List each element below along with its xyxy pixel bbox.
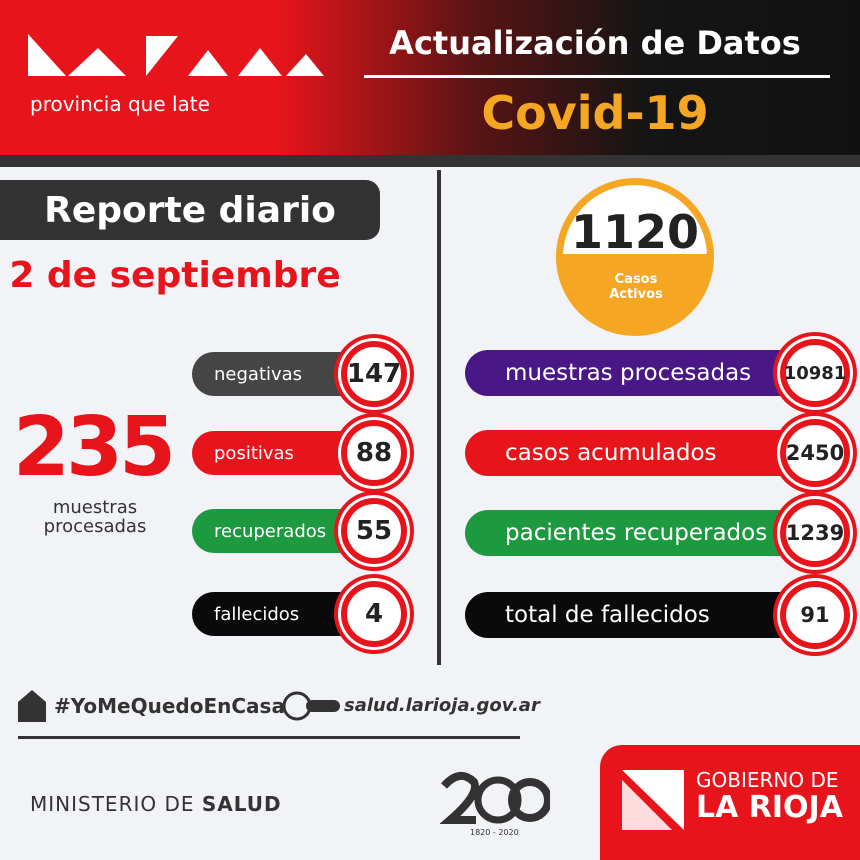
anniversary-logo	[440, 772, 550, 824]
report-label: Reporte diario	[0, 180, 380, 240]
hashtag: #YoMeQuedoEnCasa	[54, 694, 285, 718]
cumulative-pill: muestras procesadas	[465, 350, 805, 396]
cumulative-pill: casos acumulados	[465, 430, 805, 476]
daily-value: 88	[341, 420, 407, 486]
government-line2: LA RIOJA	[696, 790, 843, 825]
ministry: MINISTERIO DE SALUD	[30, 792, 282, 816]
subtitle: Covid-19	[481, 86, 709, 140]
daily-value: 147	[341, 341, 407, 407]
cumulative-pill: total de fallecidos	[465, 592, 805, 638]
government-icon	[622, 770, 684, 830]
title: Actualización de Datos	[389, 24, 801, 62]
cumulative-value: 2450	[780, 419, 850, 487]
daily-value: 4	[341, 581, 407, 647]
report-date: 2 de septiembre	[9, 255, 341, 296]
divider-band	[0, 155, 860, 167]
anniversary-years: 1820 - 2020	[470, 828, 519, 837]
title-rule	[364, 75, 830, 78]
footer-rule	[18, 736, 520, 739]
logo-tagline: provincia que late	[30, 92, 210, 116]
total-value: 235	[12, 400, 176, 495]
cumulative-value: 1239	[780, 499, 850, 567]
ministry-bold: SALUD	[201, 792, 282, 816]
active-label: Casos Activos	[609, 272, 663, 302]
cumulative-value: 10981	[780, 339, 850, 407]
active-value: 1120	[570, 205, 700, 259]
government-line1: GOBIERNO DE	[696, 768, 839, 792]
cumulative-pill: pacientes recuperados	[465, 510, 805, 556]
logo-shapes	[28, 34, 324, 76]
cumulative-value: 91	[780, 581, 850, 649]
web-icon	[282, 691, 340, 721]
ministry-prefix: MINISTERIO DE	[30, 792, 195, 816]
daily-value: 55	[341, 498, 407, 564]
column-divider	[437, 170, 441, 665]
active-circle	[556, 178, 714, 336]
total-label: muestras procesadas	[43, 497, 147, 537]
house-icon	[18, 690, 46, 722]
website: salud.larioja.gov.ar	[344, 695, 540, 716]
